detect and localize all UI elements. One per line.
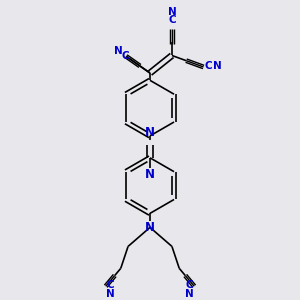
Text: N: N — [145, 221, 155, 234]
Text: N: N — [168, 7, 176, 16]
Text: N: N — [114, 46, 122, 56]
Text: C: C — [168, 15, 176, 25]
Text: N: N — [106, 289, 115, 298]
Text: C: C — [186, 280, 194, 290]
Text: C: C — [106, 280, 114, 290]
Text: C: C — [204, 61, 212, 71]
Text: N: N — [185, 289, 194, 298]
Text: N: N — [213, 61, 222, 71]
Text: N: N — [145, 168, 155, 181]
Text: C: C — [122, 51, 130, 61]
Text: N: N — [145, 126, 155, 140]
